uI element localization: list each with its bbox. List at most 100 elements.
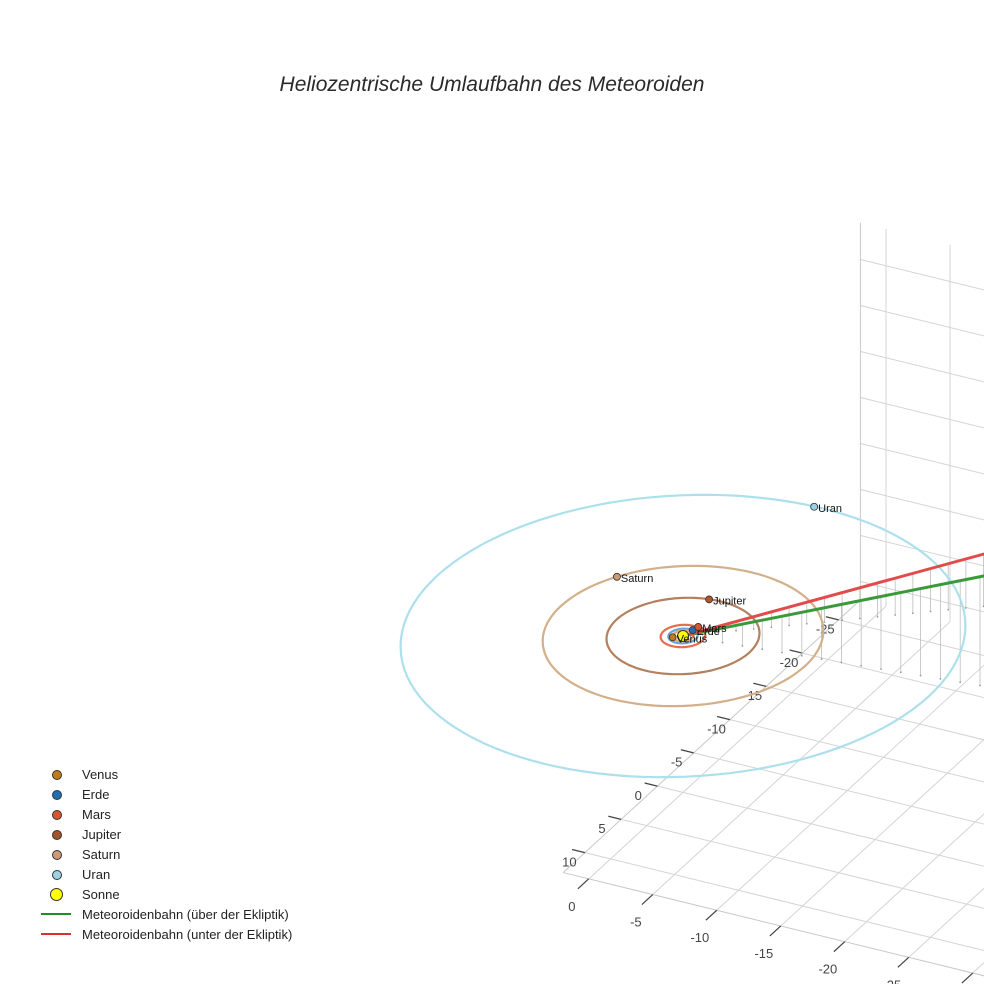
legend-symbol (38, 804, 74, 824)
planet-label-uran: Uran (818, 503, 842, 515)
grid-line (584, 852, 984, 952)
drop-foot (911, 612, 914, 615)
grid-line (652, 621, 951, 895)
drop-foot (741, 645, 744, 647)
drop-foot (721, 641, 724, 644)
x-tick (705, 909, 718, 921)
x-tick (577, 878, 590, 890)
grid-line (844, 813, 984, 943)
grid-line (860, 351, 984, 383)
legend-symbol (38, 904, 74, 924)
y-tick (608, 815, 622, 820)
y-tick-label: -25 (816, 622, 835, 637)
drop-foot (717, 631, 720, 634)
drop-foot (805, 622, 808, 625)
legend-label: Mars (82, 806, 111, 822)
drop-foot (820, 658, 823, 661)
x-tick-label: 0 (568, 899, 575, 914)
drop-foot (947, 608, 950, 611)
grid-line (716, 664, 984, 911)
grid-line (860, 535, 984, 567)
y-tick (789, 649, 803, 654)
legend-item[interactable]: Jupiter (38, 824, 292, 844)
drop-foot (823, 621, 826, 623)
y-tick-label: 5 (598, 821, 605, 836)
drop-foot (894, 614, 897, 616)
grid-line (860, 443, 984, 475)
drop-foot (752, 628, 755, 630)
x-tick (833, 941, 846, 953)
legend-item[interactable]: Saturn (38, 844, 292, 864)
legend-line (41, 913, 71, 915)
legend-item[interactable]: Meteoroidenbahn (über der Ekliptik) (38, 904, 292, 924)
x-tick (897, 956, 910, 968)
drop-foot (959, 681, 962, 684)
legend-label: Venus (82, 766, 119, 782)
legend-label: Jupiter (82, 826, 122, 842)
drop-foot (781, 651, 783, 654)
legend: Venus Erde Mars Jupiter Saturn Uran Sonne Meteo… (38, 764, 292, 944)
legend-label: Saturn (82, 846, 121, 862)
orbit-saturn (541, 564, 825, 708)
grid-line (908, 887, 984, 958)
y-tick (680, 749, 694, 754)
x-tick (641, 894, 654, 905)
grid-line (621, 818, 984, 909)
y-tick (825, 616, 839, 621)
grid-line (860, 489, 984, 521)
legend-dot (52, 790, 62, 800)
drop-foot (770, 626, 773, 629)
legend-symbol (38, 844, 74, 864)
planet-venus (668, 633, 677, 642)
drop-foot (860, 664, 863, 667)
grid-line (860, 397, 984, 429)
drop-foot (929, 610, 932, 613)
drop-foot (788, 624, 790, 627)
grid-line (802, 652, 984, 699)
orbit-uran (399, 493, 967, 779)
drop-foot (979, 684, 981, 687)
grid-line (588, 605, 887, 880)
planet-label-venus: Venus (677, 633, 708, 645)
legend-label: Meteoroidenbahn (unter der Ekliptik) (82, 926, 293, 942)
legend-dot (52, 850, 62, 860)
grid-line (729, 719, 984, 783)
drop-foot (735, 629, 737, 632)
y-tick-label: -5 (671, 755, 683, 770)
trajectory-above (681, 574, 984, 638)
drop-foot (939, 678, 942, 680)
drop-foot (841, 619, 844, 622)
legend-symbol (38, 764, 74, 784)
legend-item[interactable]: Sonne (38, 884, 292, 904)
drop-foot (880, 668, 882, 670)
legend-item[interactable]: Mars (38, 804, 292, 824)
planet-label-jupiter: Jupiter (713, 595, 746, 607)
legend-symbol (38, 784, 74, 804)
grid-line (860, 259, 984, 291)
trajectory-below (681, 552, 984, 638)
y-tick-label: 0 (635, 788, 642, 803)
legend-item[interactable]: Uran (38, 864, 292, 884)
y-tick (753, 682, 767, 687)
planet-uran (810, 502, 819, 511)
legend-item[interactable]: Meteoroidenbahn (unter der Ekliptik) (38, 924, 292, 944)
legend-item[interactable]: Venus (38, 764, 292, 784)
legend-label: Uran (82, 866, 111, 882)
planet-label-mars: Mars (702, 623, 727, 635)
legend-symbol (38, 824, 74, 844)
y-tick (716, 715, 731, 721)
orbit-mars (659, 623, 707, 649)
legend-label: Sonne (82, 886, 120, 902)
drop-foot (899, 671, 902, 674)
axis-edge (562, 599, 861, 873)
legend-item[interactable]: Erde (38, 784, 292, 804)
x-tick-label: -15 (754, 946, 773, 961)
chart-title: Heliozentrische Umlaufbahn des Meteoroid… (279, 73, 705, 96)
axis-edge (563, 872, 984, 977)
orbit-jupiter (605, 596, 761, 676)
drop-foot (876, 615, 879, 618)
legend-label: Meteoroidenbahn (über der Ekliptik) (82, 906, 289, 922)
planet-mars (694, 623, 703, 631)
sun-marker (677, 630, 689, 642)
